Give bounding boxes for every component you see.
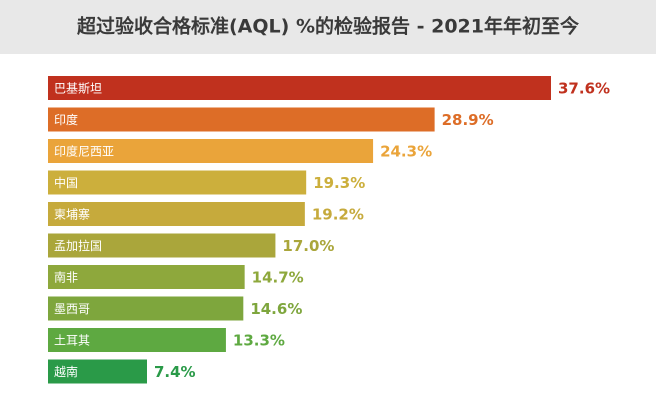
value-label: 13.3% — [233, 332, 285, 350]
value-label: 28.9% — [442, 111, 494, 129]
category-label: 巴基斯坦 — [54, 82, 102, 96]
category-label: 越南 — [54, 364, 78, 379]
category-label: 南非 — [54, 270, 78, 285]
category-label: 印度尼西亚 — [54, 144, 114, 159]
bar — [48, 202, 305, 226]
bar — [48, 233, 276, 258]
value-label: 17.0% — [282, 237, 334, 255]
value-label: 7.4% — [154, 363, 196, 381]
category-label: 印度 — [54, 112, 78, 127]
bar — [48, 359, 147, 384]
bar — [48, 265, 245, 289]
category-label: 柬埔寨 — [54, 207, 90, 222]
category-label: 孟加拉国 — [54, 238, 102, 253]
bar — [48, 76, 551, 100]
value-label: 19.2% — [312, 206, 364, 224]
bar — [48, 170, 307, 195]
value-label: 14.6% — [250, 300, 302, 318]
chart-title: 超过验收合格标准(AQL) %的检验报告 - 2021年年初至今 — [76, 15, 579, 38]
category-label: 中国 — [54, 175, 78, 190]
category-label: 土耳其 — [54, 334, 90, 348]
bar — [48, 328, 226, 352]
value-label: 14.7% — [252, 269, 304, 287]
bar — [48, 139, 374, 163]
value-label: 24.3% — [380, 143, 432, 161]
bar — [48, 107, 435, 132]
bar — [48, 296, 244, 321]
value-label: 37.6% — [558, 80, 610, 98]
value-label: 19.3% — [313, 174, 365, 192]
category-label: 墨西哥 — [54, 302, 90, 316]
title-band — [0, 0, 656, 54]
